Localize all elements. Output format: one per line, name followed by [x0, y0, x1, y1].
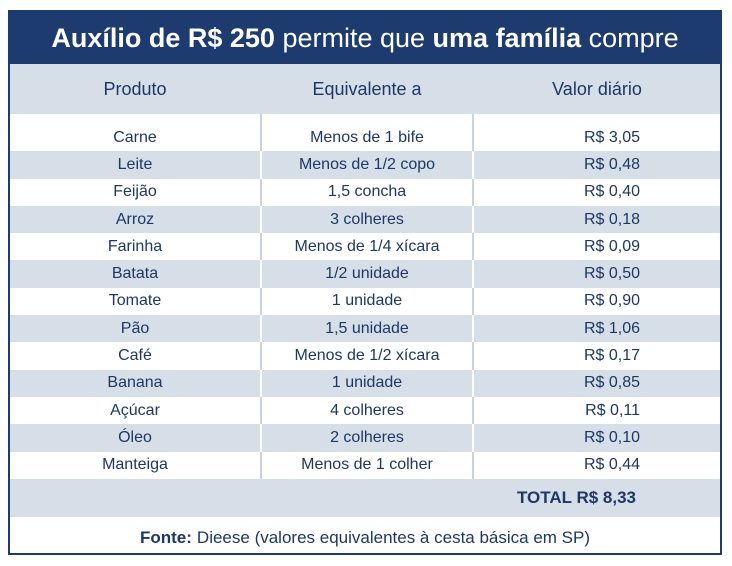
footer-text: Dieese (valores equivalentes à cesta bás… — [196, 527, 591, 547]
header-equivalente: Equivalente a — [312, 78, 422, 99]
cell-valor: R$ 0,10 — [583, 428, 640, 446]
cell-equivalente: 1,5 unidade — [260, 315, 474, 343]
cell-equivalente: Menos de 1 bife — [260, 124, 474, 152]
cell-valor: R$ 0,44 — [583, 456, 640, 474]
cell-valor: R$ 0,50 — [583, 265, 640, 283]
table-body: Carne Menos de 1 bife R$ 3,05 Leite Menos de… — [10, 124, 720, 479]
table-row: Tomate 1 unidade R$ 0,90 — [10, 287, 720, 316]
cell-produto: Manteiga — [102, 456, 168, 474]
source-footer: Fonte: Dieese (valores equivalentes à ce… — [10, 517, 720, 559]
cell-produto: Carne — [113, 128, 157, 146]
cell-valor: R$ 0,09 — [583, 237, 640, 255]
table-row: Arroz 3 colheres R$ 0,18 — [10, 205, 720, 234]
title-text-2: permite que — [282, 22, 426, 53]
title-text-4: compre — [588, 22, 679, 53]
header-valor: Valor diário — [552, 78, 642, 99]
header-produto: Produto — [103, 78, 167, 99]
cell-equivalente: 1 unidade — [260, 369, 474, 397]
cell-produto: Pão — [120, 319, 150, 337]
cell-valor: R$ 0,11 — [585, 401, 640, 419]
cell-produto: Batata — [111, 265, 159, 283]
total-row: TOTAL R$ 8,33 — [10, 478, 720, 517]
table-row: Feijão 1,5 concha R$ 0,40 — [10, 178, 720, 206]
table-row: Açúcar 4 colheres R$ 0,11 — [10, 396, 720, 425]
table-row: Café Menos de 1/2 xícara R$ 0,17 — [10, 342, 720, 370]
cell-produto: Leite — [117, 155, 153, 173]
title-bold-1: Auxílio de R$ 250 — [51, 22, 275, 53]
cell-produto: Farinha — [107, 237, 163, 255]
cell-produto: Óleo — [118, 428, 152, 446]
infographic-frame: Auxílio de R$ 250 permite que uma famíli… — [8, 10, 722, 555]
cell-valor: R$ 0,18 — [583, 210, 640, 228]
table-row: Farinha Menos de 1/4 xícara R$ 0,09 — [10, 233, 720, 261]
cell-equivalente: 1 unidade — [260, 287, 474, 316]
cell-equivalente: Menos de 1/4 xícara — [260, 233, 474, 261]
cell-equivalente: 2 colheres — [260, 424, 474, 452]
cell-equivalente: Menos de 1/2 copo — [260, 151, 474, 179]
cell-equivalente: 1,5 concha — [260, 178, 474, 206]
title-bar: Auxílio de R$ 250 permite que uma famíli… — [10, 12, 720, 64]
table-row: Carne Menos de 1 bife R$ 3,05 — [10, 124, 720, 152]
cell-equivalente: 1/2 unidade — [260, 260, 474, 288]
cell-valor: R$ 3,05 — [583, 128, 640, 146]
table-row: Pão 1,5 unidade R$ 1,06 — [10, 315, 720, 343]
table-row: Leite Menos de 1/2 copo R$ 0,48 — [10, 151, 720, 179]
footer-label: Fonte: — [139, 527, 192, 547]
cell-valor: R$ 0,90 — [583, 292, 640, 310]
cell-equivalente: Menos de 1 colher — [260, 451, 474, 479]
title-bold-3: uma família — [432, 22, 582, 53]
cell-equivalente: 4 colheres — [260, 396, 474, 425]
table-row: Banana 1 unidade R$ 0,85 — [10, 369, 720, 397]
cell-produto: Feijão — [113, 183, 157, 201]
cell-valor: R$ 0,40 — [583, 183, 640, 201]
cell-produto: Café — [118, 347, 152, 365]
table-spacer — [10, 114, 720, 124]
table-row: Óleo 2 colheres R$ 0,10 — [10, 424, 720, 452]
cell-produto: Arroz — [115, 210, 155, 228]
cell-produto: Banana — [107, 374, 163, 392]
cell-valor: R$ 0,85 — [583, 374, 640, 392]
cell-valor: R$ 0,17 — [583, 347, 640, 365]
cell-valor: R$ 0,48 — [583, 155, 640, 173]
cell-equivalente: Menos de 1/2 xícara — [260, 342, 474, 370]
table-row: Batata 1/2 unidade R$ 0,50 — [10, 260, 720, 288]
cell-equivalente: 3 colheres — [260, 205, 474, 234]
cell-valor: R$ 1,06 — [583, 319, 640, 337]
table-row: Manteiga Menos de 1 colher R$ 0,44 — [10, 451, 720, 479]
data-table: Produto Equivalente a Valor diário Carne… — [10, 64, 720, 559]
cell-produto: Tomate — [108, 292, 162, 310]
cell-produto: Açúcar — [110, 401, 160, 419]
table-header-row: Produto Equivalente a Valor diário — [10, 64, 720, 114]
